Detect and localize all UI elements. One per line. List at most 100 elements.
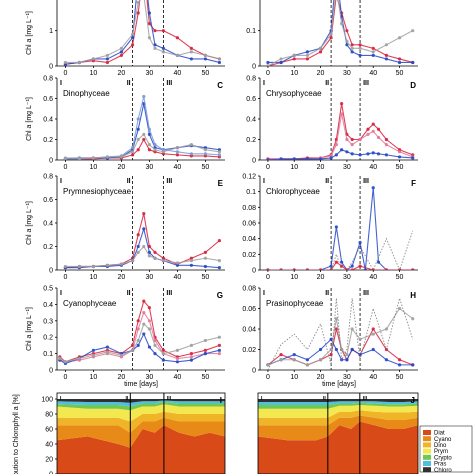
data-point: [371, 46, 375, 50]
data-point: [77, 356, 81, 361]
phase-label: I: [263, 290, 265, 297]
y-tick-label: 0.5: [43, 286, 53, 293]
x-axis-label: time [days]: [124, 381, 158, 388]
phase-label: III: [167, 396, 172, 402]
data-point: [305, 157, 309, 160]
series-line-red: [65, 0, 220, 65]
x-tick-label: 10: [90, 274, 98, 281]
data-point: [384, 327, 388, 331]
y-tick-label: 40: [45, 442, 53, 449]
data-point: [175, 356, 179, 361]
series-group: [266, 296, 415, 370]
panel-D: [258, 77, 418, 162]
data-point: [147, 132, 151, 136]
x-tick-label: 10: [90, 164, 98, 171]
phase-label: II: [126, 396, 129, 402]
data-point: [266, 60, 270, 65]
legend-swatch: [423, 467, 431, 473]
y-tick-label: 0.6: [43, 96, 53, 103]
data-point: [384, 358, 388, 362]
data-point: [334, 153, 338, 157]
data-point: [161, 50, 165, 54]
series-line-blue: [59, 332, 220, 365]
x-tick-label: 40: [369, 274, 377, 281]
panel-letter: C: [217, 81, 223, 90]
area-dino: [258, 410, 418, 426]
data-point: [203, 352, 207, 356]
data-point: [136, 343, 140, 347]
data-point: [266, 158, 270, 160]
phase-label: II: [325, 80, 329, 87]
y-axis-label: Chl a [mg L⁻¹]: [26, 201, 33, 245]
data-point: [77, 156, 81, 160]
series-group: [266, 0, 415, 66]
data-point: [358, 240, 362, 245]
panel-title: Prymnesiophyceae: [63, 187, 132, 196]
data-point: [147, 345, 151, 349]
data-point: [397, 150, 402, 154]
stacked-frame: [56, 392, 226, 474]
data-point: [340, 260, 344, 264]
data-point: [175, 153, 179, 157]
y-axis-label: Chl a [mg L⁻¹]: [26, 97, 33, 141]
data-point: [371, 332, 375, 336]
area-dino: [57, 411, 225, 433]
x-tick-label: 30: [146, 70, 154, 77]
data-point: [334, 317, 338, 321]
data-point: [340, 148, 344, 152]
series-group: [63, 212, 221, 270]
data-point: [142, 212, 146, 216]
data-point: [91, 57, 95, 61]
data-point: [131, 32, 135, 36]
panel-G: [55, 287, 225, 372]
data-point: [153, 143, 157, 147]
x-tick-label: 50: [396, 70, 404, 77]
data-point: [153, 256, 157, 260]
x-tick-label: 40: [174, 274, 182, 281]
data-point: [384, 53, 388, 58]
data-point: [91, 348, 95, 352]
data-point: [153, 46, 157, 50]
data-point: [147, 127, 151, 131]
y-tick-label: 0.1: [246, 189, 256, 196]
x-tick-label: 10: [90, 374, 98, 381]
data-point: [119, 50, 123, 54]
data-point: [142, 332, 146, 336]
data-point: [318, 347, 323, 352]
data-point: [217, 266, 221, 270]
stacked-frame: [257, 392, 419, 474]
data-point: [91, 353, 95, 357]
y-tick-label: 0.2: [43, 335, 53, 342]
phase-label: I: [60, 80, 62, 87]
x-tick-label: 30: [343, 274, 351, 281]
legend-swatch: [423, 430, 431, 435]
data-point: [217, 60, 221, 65]
data-point: [142, 322, 146, 326]
data-point: [161, 46, 165, 50]
x-tick-label: 20: [118, 70, 126, 77]
data-point: [142, 311, 146, 315]
data-point: [189, 343, 193, 347]
data-point: [345, 43, 349, 47]
series-line-red: [59, 299, 220, 363]
panel-H: [258, 287, 418, 372]
data-point: [161, 256, 165, 260]
data-point: [189, 143, 193, 147]
data-point: [136, 250, 140, 254]
stacked-panel-I: [55, 392, 226, 474]
y-tick-label: 0: [252, 64, 256, 71]
series-group: [58, 299, 221, 366]
data-point: [397, 306, 402, 311]
data-point: [384, 57, 388, 61]
data-point: [345, 150, 349, 154]
data-point: [153, 250, 157, 254]
phase-label: II: [127, 178, 131, 185]
y-tick-label: 0: [49, 472, 53, 474]
data-point: [371, 53, 375, 58]
x-tick-label: 40: [369, 70, 377, 77]
x-tick-label: 40: [174, 374, 182, 381]
data-point: [305, 50, 309, 54]
data-point: [371, 327, 375, 331]
y-tick-label: 0: [49, 368, 53, 375]
y-axis-label: Chl a [mg L⁻¹]: [26, 307, 33, 351]
